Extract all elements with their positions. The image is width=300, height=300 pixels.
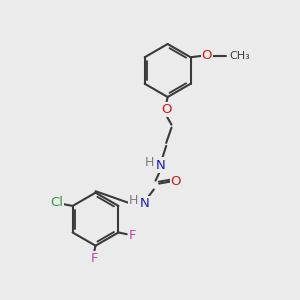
Text: H: H <box>129 194 139 207</box>
Text: F: F <box>90 252 98 265</box>
Text: H: H <box>144 156 154 169</box>
Text: F: F <box>129 229 136 242</box>
Text: O: O <box>171 175 181 188</box>
Text: O: O <box>202 49 212 62</box>
Text: CH₃: CH₃ <box>229 51 250 61</box>
Text: N: N <box>140 197 150 210</box>
Text: Cl: Cl <box>50 196 63 209</box>
Text: N: N <box>155 158 165 172</box>
Text: O: O <box>161 103 171 116</box>
